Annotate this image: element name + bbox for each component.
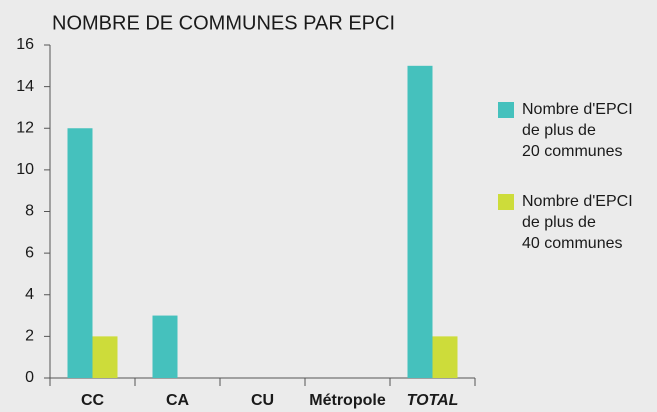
bar — [67, 128, 93, 378]
bar — [92, 336, 118, 378]
y-tick-label: 12 — [16, 119, 34, 136]
bar — [152, 315, 178, 378]
x-tick-label: Métropole — [309, 392, 386, 409]
legend-label: Nombre d'EPCI de plus de 20 communes — [522, 101, 633, 160]
legend-item: Nombre d'EPCI de plus de 40 communes — [498, 191, 633, 254]
y-tick-label: 0 — [25, 369, 34, 386]
y-tick-label: 2 — [25, 328, 34, 345]
legend-item: Nombre d'EPCI de plus de 20 communes — [498, 99, 633, 162]
y-tick-label: 4 — [25, 286, 34, 303]
bar — [407, 65, 433, 378]
x-tick-label: TOTAL — [407, 392, 459, 409]
bar — [432, 336, 458, 378]
legend-swatch — [498, 194, 514, 210]
y-tick-label: 10 — [16, 161, 34, 178]
y-tick-label: 16 — [16, 36, 34, 53]
x-tick-label: CC — [81, 392, 105, 409]
y-tick-label: 6 — [25, 244, 34, 261]
x-tick-label: CU — [251, 392, 274, 409]
legend-label: Nombre d'EPCI de plus de 40 communes — [522, 193, 633, 252]
chart-title: NOMBRE DE COMMUNES PAR EPCI — [52, 12, 395, 34]
x-tick-label: CA — [166, 392, 190, 409]
legend-swatch — [498, 102, 514, 118]
y-tick-label: 8 — [25, 203, 34, 220]
y-tick-label: 14 — [16, 78, 34, 95]
